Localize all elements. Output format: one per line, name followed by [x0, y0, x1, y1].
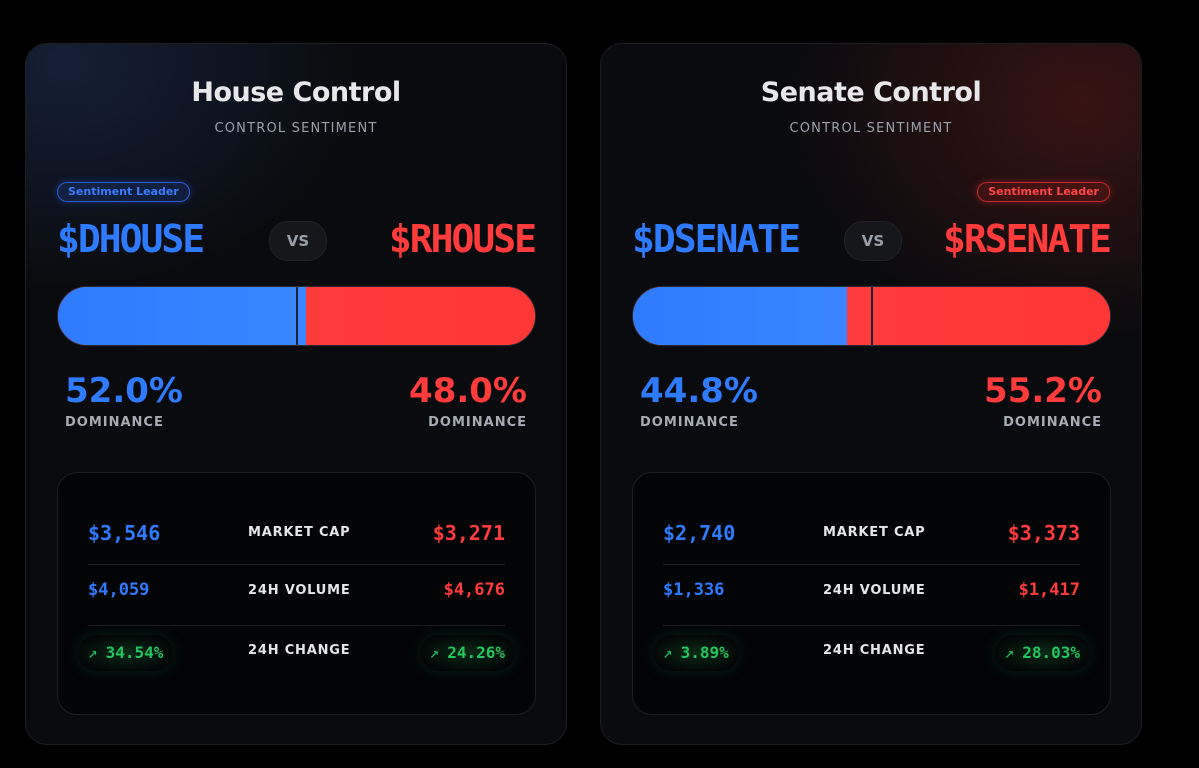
market-cap-row: $2,740 MARKET CAP $3,373	[663, 505, 1080, 565]
arrow-up-right-icon: ↗	[429, 643, 440, 662]
stats-panel: $2,740 MARKET CAP $3,373 $1,336 24H VOLU…	[632, 472, 1111, 715]
dem-ticker[interactable]: $DHOUSE	[57, 217, 205, 261]
dominance-divider	[871, 287, 873, 345]
rep-dominance-percent: 55.2%	[984, 371, 1102, 411]
dem-dominance-percent: 44.8%	[640, 371, 758, 411]
card-title: House Control	[191, 77, 401, 108]
rep-change-value: 28.03%	[1022, 643, 1080, 662]
rep-dominance-fill	[847, 287, 1110, 345]
dem-change-pill: ↗ 34.54%	[78, 635, 174, 671]
volume-row: $4,059 24H VOLUME $4,676	[88, 566, 505, 626]
dem-volume: $4,059	[88, 580, 150, 600]
change-label: 24H CHANGE	[248, 643, 351, 658]
row-divider	[663, 564, 1080, 565]
arrow-up-right-icon: ↗	[88, 643, 98, 662]
dem-dominance-fill	[58, 287, 306, 345]
arrow-up-right-icon: ↗	[1004, 643, 1015, 662]
dem-market-cap: $2,740	[663, 521, 736, 545]
rep-ticker[interactable]: $RSENATE	[942, 217, 1112, 261]
rep-dominance-label: DOMINANCE	[428, 415, 527, 430]
volume-label: 24H VOLUME	[248, 583, 351, 598]
sentiment-leader-badge: Sentiment Leader	[57, 182, 190, 202]
change-row: ↗ 34.54% 24H CHANGE ↗ 24.26%	[78, 625, 515, 685]
volume-label: 24H VOLUME	[823, 583, 926, 598]
row-divider	[663, 625, 1080, 626]
house-control-card: House Control CONTROL SENTIMENT Sentimen…	[25, 43, 567, 745]
dem-volume: $1,336	[663, 580, 725, 600]
dem-change-value: 34.54%	[105, 643, 164, 662]
rep-volume: $4,676	[443, 580, 505, 600]
rep-ticker[interactable]: $RHOUSE	[388, 217, 537, 261]
change-label: 24H CHANGE	[823, 643, 926, 658]
dem-dominance-fill	[633, 287, 847, 345]
dominance-divider	[296, 287, 298, 345]
dem-dominance-percent: 52.0%	[65, 371, 183, 411]
rep-change-pill: ↗ 24.26%	[419, 635, 515, 671]
dominance-bar	[57, 286, 536, 346]
market-cap-label: MARKET CAP	[248, 525, 351, 540]
card-subtitle: CONTROL SENTIMENT	[214, 121, 378, 136]
rep-market-cap: $3,373	[1007, 521, 1080, 545]
dem-change-value: 3.89%	[680, 643, 729, 662]
market-cap-row: $3,546 MARKET CAP $3,271	[88, 505, 505, 565]
dem-change-pill: ↗ 3.89%	[653, 635, 739, 671]
row-divider	[88, 564, 505, 565]
dem-dominance-label: DOMINANCE	[65, 415, 164, 430]
sentiment-leader-badge: Sentiment Leader	[977, 182, 1110, 202]
rep-dominance-fill	[306, 287, 535, 345]
vs-badge: VS	[844, 221, 902, 261]
volume-row: $1,336 24H VOLUME $1,417	[663, 566, 1080, 626]
dem-market-cap: $3,546	[88, 521, 161, 545]
dem-ticker[interactable]: $DSENATE	[632, 217, 801, 261]
card-title: Senate Control	[760, 77, 982, 108]
dem-dominance-label: DOMINANCE	[640, 415, 739, 430]
rep-dominance-label: DOMINANCE	[1003, 415, 1102, 430]
market-cap-label: MARKET CAP	[823, 525, 926, 540]
rep-volume: $1,417	[1018, 580, 1080, 600]
vs-badge: VS	[269, 221, 327, 261]
change-row: ↗ 3.89% 24H CHANGE ↗ 28.03%	[653, 625, 1090, 685]
senate-control-card: Senate Control CONTROL SENTIMENT Sentime…	[600, 43, 1142, 745]
rep-change-pill: ↗ 28.03%	[994, 635, 1090, 671]
stats-panel: $3,546 MARKET CAP $3,271 $4,059 24H VOLU…	[57, 472, 536, 715]
rep-market-cap: $3,271	[432, 521, 505, 545]
dominance-bar	[632, 286, 1111, 346]
rep-dominance-percent: 48.0%	[409, 371, 527, 411]
card-subtitle: CONTROL SENTIMENT	[789, 121, 953, 136]
row-divider	[88, 625, 505, 626]
rep-change-value: 24.26%	[447, 643, 505, 662]
arrow-up-right-icon: ↗	[663, 643, 673, 662]
